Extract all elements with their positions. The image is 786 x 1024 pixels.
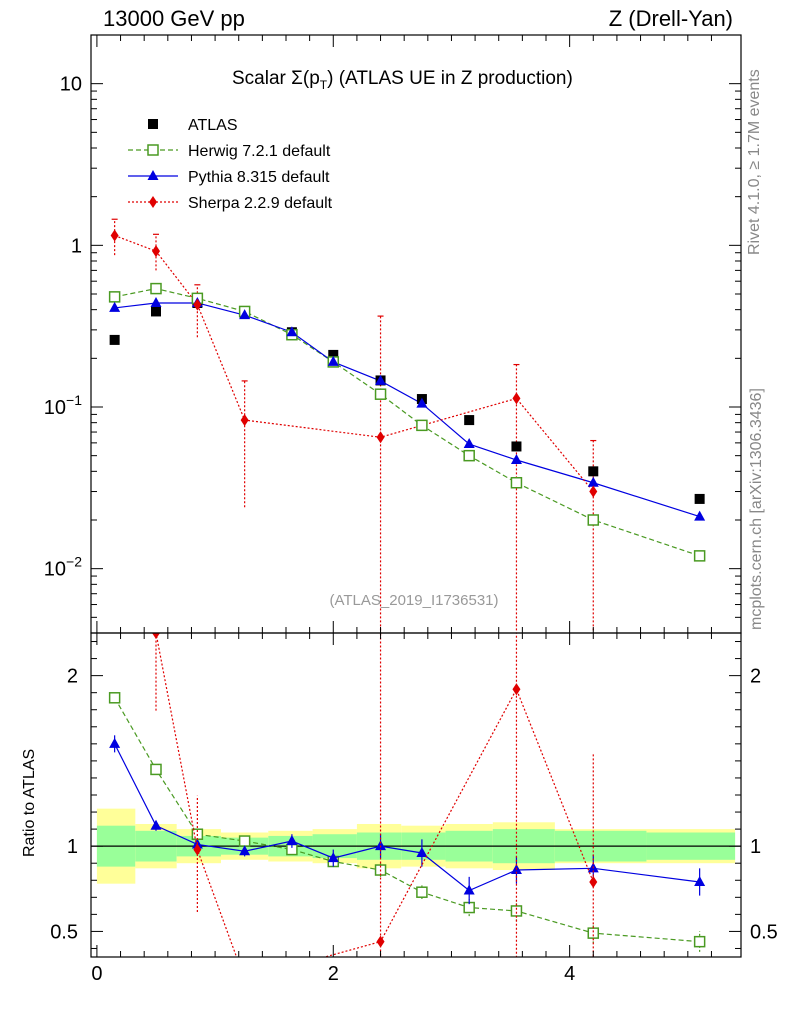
energy-label: 13000 GeV pp — [103, 6, 245, 31]
atlas-point — [328, 349, 339, 360]
pythia-ratio-point — [109, 737, 121, 748]
mcplots-label: mcplots.cern.ch [arXiv:1306.3436] — [748, 388, 765, 630]
sherpa-point — [240, 414, 249, 427]
pythia-ratio-point — [375, 840, 387, 851]
process-label: Z (Drell-Yan) — [608, 6, 733, 31]
ratio-frame — [90, 632, 742, 958]
x-tick-label: 4 — [564, 963, 575, 985]
ratio-line-pythia — [114, 743, 700, 892]
sherpa-ratio-point — [376, 935, 385, 948]
atlas-point — [151, 306, 161, 317]
ratio-tick-label-left: 0.5 — [50, 921, 78, 943]
legend-marker — [149, 196, 157, 208]
sherpa-ratio-point — [193, 843, 202, 856]
legend-label: Sherpa 2.2.9 default — [188, 195, 333, 212]
pythia-ratio-point — [463, 884, 475, 895]
pythia-point — [416, 397, 428, 408]
atlas-point — [588, 466, 599, 477]
pythia-point — [694, 510, 706, 521]
atlas-point — [511, 441, 522, 452]
sherpa-point — [110, 229, 119, 242]
ratio-ylabel: Ratio to ATLAS — [21, 748, 38, 857]
ratio-tick-label-left: 2 — [67, 666, 78, 688]
sherpa-ratio-point — [241, 973, 249, 985]
ratio-panel — [91, 260, 741, 985]
ratio-tick-label-right: 1 — [750, 836, 761, 858]
x-tick-label: 2 — [328, 963, 339, 985]
series-line-sherpa — [114, 234, 594, 492]
pythia-point — [327, 355, 339, 366]
herwig-point — [150, 282, 162, 295]
pythia-point — [463, 438, 475, 449]
herwig-ratio-point — [108, 692, 121, 704]
herwig-point — [374, 388, 387, 400]
pythia-ratio-point — [327, 852, 339, 863]
pythia-ratio-point — [694, 875, 706, 886]
ratio-line-herwig — [114, 697, 700, 943]
sherpa-point — [512, 392, 521, 405]
herwig-point — [693, 550, 706, 562]
legend-marker — [147, 170, 159, 180]
y-tick-label: 10 — [60, 74, 82, 96]
series-line-herwig — [114, 287, 700, 557]
sherpa-ratio-point — [589, 875, 598, 888]
pythia-point — [286, 326, 298, 337]
atlas-point — [464, 415, 475, 426]
legend-label: Herwig 7.2.1 default — [188, 143, 331, 160]
legend-label: Pythia 8.315 default — [188, 169, 330, 186]
ratio-line-sherpa — [155, 633, 594, 957]
herwig-point — [463, 449, 475, 462]
atlas-point — [109, 334, 120, 345]
ratio-tick-label-left: 1 — [67, 836, 78, 858]
ratio-tick-label-right: 0.5 — [750, 921, 778, 943]
herwig-point — [510, 476, 523, 489]
chart-title: Scalar Σ(pT) (ATLAS UE in Z production) — [232, 68, 573, 92]
sherpa-point — [376, 431, 385, 444]
analysis-label: (ATLAS_2019_I1736531) — [329, 592, 498, 609]
legend: ATLAS Herwig 7.2.1 default Pythia 8.315 de… — [128, 117, 333, 212]
herwig-point — [587, 514, 600, 526]
sherpa-point — [152, 245, 160, 258]
legend-marker — [147, 144, 159, 156]
sherpa-ratio-point — [111, 260, 119, 272]
series-line-pythia — [114, 302, 700, 518]
pythia-ratio-point — [416, 846, 428, 857]
y-tick-label: 10−2 — [44, 554, 82, 581]
pythia-point — [510, 454, 522, 465]
herwig-point — [108, 291, 121, 303]
y-tick-label: 1 — [71, 235, 82, 257]
herwig-ratio-point — [693, 935, 706, 948]
pythia-ratio-point — [239, 845, 251, 856]
sherpa-point — [589, 485, 598, 498]
atlas-point — [694, 493, 705, 504]
sherpa-point — [193, 298, 202, 311]
herwig-ratio-point — [510, 905, 523, 917]
herwig-ratio-point — [587, 927, 600, 939]
pythia-point — [375, 374, 387, 385]
pythia-point — [150, 296, 162, 307]
pythia-ratio-point — [150, 819, 162, 830]
pythia-point — [587, 476, 599, 487]
ratio-tick-label-right: 2 — [750, 666, 761, 688]
pythia-point — [109, 301, 121, 312]
herwig-ratio-point — [416, 886, 428, 898]
pythia-point — [239, 309, 251, 320]
legend-marker — [148, 119, 158, 129]
rivet-label: Rivet 4.1.0, ≥ 1.7M events — [746, 69, 763, 255]
pythia-ratio-point — [286, 835, 298, 846]
legend-label: ATLAS — [188, 117, 238, 134]
main-panel — [108, 218, 706, 633]
herwig-point — [416, 419, 428, 432]
herwig-ratio-point — [150, 763, 162, 776]
x-tick-label: 0 — [91, 963, 102, 985]
sherpa-ratio-point — [152, 633, 160, 639]
y-tick-label: 10−1 — [44, 392, 82, 419]
herwig-ratio-point — [238, 835, 251, 847]
sherpa-ratio-point — [512, 683, 521, 696]
